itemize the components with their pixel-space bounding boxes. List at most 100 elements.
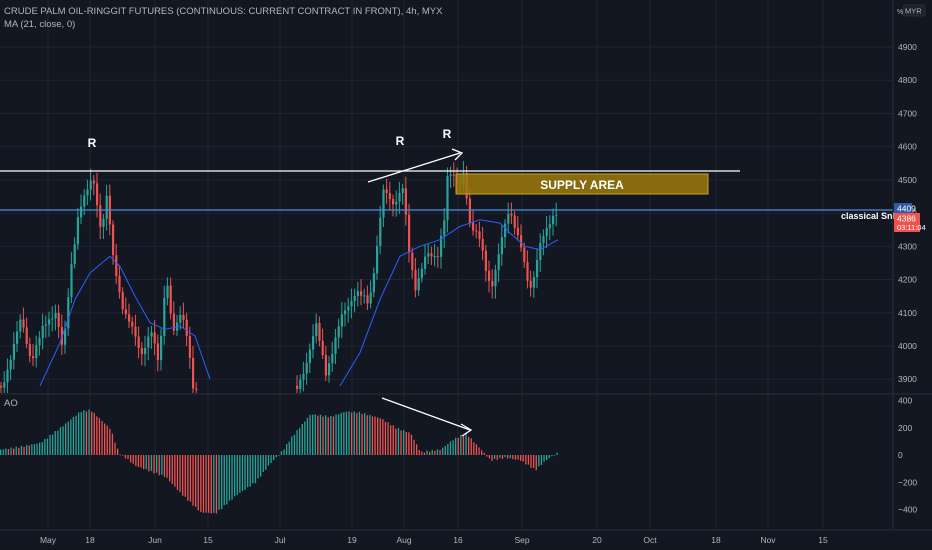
ao-bar: [7, 449, 10, 455]
ao-bar: [36, 443, 38, 455]
candle: [433, 243, 436, 267]
candle-body: [38, 338, 41, 346]
ao-bar: [33, 444, 36, 455]
ao-indicator-label[interactable]: AO: [4, 398, 18, 409]
ao-bar: [291, 436, 293, 455]
ao-arrow-head: [460, 423, 473, 437]
candle: [526, 250, 529, 289]
ao-bar: [249, 455, 251, 487]
ao-bar: [296, 430, 298, 455]
candle-body: [86, 189, 89, 196]
candle-body: [70, 264, 73, 298]
r-label-2: R: [396, 134, 405, 148]
candle-body: [372, 273, 375, 293]
time-axis[interactable]: May 18 Jun 15 Jul 19 Aug 16 Sep 20 Oct 18 Nov 15: [40, 535, 828, 545]
candle: [0, 381, 3, 393]
candle-body: [356, 291, 359, 296]
candle-body: [542, 235, 545, 244]
candle: [523, 242, 526, 268]
candle: [67, 288, 70, 336]
ao-bar: [148, 455, 150, 472]
ao-bar: [280, 451, 283, 455]
ao-bar: [124, 455, 127, 459]
candle: [147, 327, 150, 361]
candle-body: [555, 214, 558, 216]
ao-bar: [533, 455, 535, 468]
candle-body: [475, 230, 478, 232]
ma-indicator-label[interactable]: MA (21, close, 0): [4, 19, 76, 30]
candle: [163, 285, 166, 345]
candle: [83, 189, 86, 216]
candle: [331, 341, 334, 373]
candle: [392, 194, 395, 217]
candle-body: [19, 319, 22, 332]
ao-bar: [335, 414, 337, 455]
candle-body: [32, 356, 35, 359]
candle-body: [188, 336, 191, 358]
ao-bar: [265, 455, 267, 470]
ao-bar: [234, 455, 236, 497]
candle: [305, 352, 308, 385]
ao-axis[interactable]: 400 200 0 −200 −400: [898, 396, 917, 515]
ao-bar: [62, 426, 64, 455]
candle-body: [398, 192, 401, 202]
candle: [185, 312, 188, 346]
candle: [302, 361, 305, 392]
ao-bar: [83, 410, 85, 455]
ao-bar: [130, 455, 132, 463]
ao-bar: [514, 455, 517, 460]
candle: [153, 320, 156, 356]
ao-bar: [442, 447, 444, 455]
candle-body: [99, 205, 102, 227]
ao-bar: [161, 455, 163, 475]
candle: [382, 184, 385, 227]
candle-body: [96, 183, 99, 206]
ao-bar: [270, 455, 272, 464]
ao-bar: [447, 443, 449, 455]
ao-bar: [75, 415, 77, 455]
candle-body: [385, 189, 388, 194]
candle: [360, 279, 363, 306]
candle: [452, 162, 455, 187]
ao-bar: [65, 423, 67, 455]
ao-bar: [387, 422, 389, 455]
candle: [92, 175, 95, 196]
candle-body: [523, 247, 526, 263]
r-label-3: R: [443, 127, 452, 141]
ao-bar: [52, 434, 54, 455]
ao-bar: [553, 455, 556, 456]
ao-bar: [496, 455, 498, 461]
ao-bar: [85, 411, 88, 455]
ao-bar: [403, 430, 405, 455]
ao-bar: [527, 455, 530, 465]
candle-body: [478, 231, 481, 239]
candle: [536, 248, 539, 289]
ao-bar: [340, 412, 342, 455]
currency-badge[interactable]: [902, 4, 926, 17]
ao-bar: [46, 438, 49, 455]
candle: [411, 247, 414, 279]
last-price-text: 4386: [897, 214, 916, 224]
ao-bar: [348, 411, 350, 455]
ao-bar: [260, 455, 262, 477]
candle: [192, 345, 195, 393]
grid: [0, 0, 893, 530]
ao-bar: [345, 411, 348, 455]
ao-bar: [10, 447, 12, 455]
ao-bar: [158, 455, 160, 476]
ao-bar: [273, 455, 275, 460]
candle: [19, 314, 22, 339]
candle-body: [382, 189, 385, 218]
candle-body: [156, 343, 159, 361]
ao-bar: [546, 455, 548, 460]
ao-bar: [343, 412, 345, 455]
price-tick-label: 4000: [898, 341, 917, 351]
candle-body: [481, 238, 484, 251]
ao-bar: [522, 455, 524, 462]
ao-bar: [239, 455, 241, 493]
ao-bar: [512, 455, 514, 460]
supply-area-box[interactable]: [455, 173, 709, 195]
candle-body: [163, 298, 166, 336]
ao-bar: [244, 455, 246, 490]
